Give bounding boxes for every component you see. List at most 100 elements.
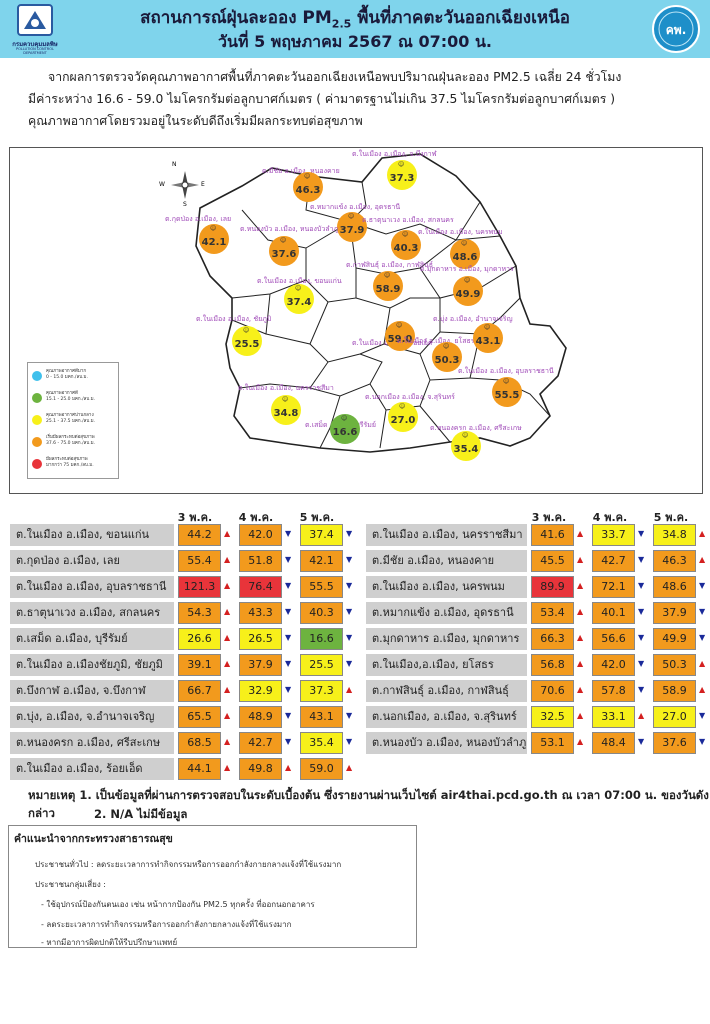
legend-range: 0 - 15.0 มคก./ลบ.ม. (46, 375, 88, 380)
arrow-down-icon: ▼ (699, 633, 706, 642)
legend-text: เริ่มมีผลกระทบต่อสุขภาพ 37.6 - 75.0 มคก./… (46, 435, 118, 447)
pm25-value-cell: 57.8 (592, 680, 635, 702)
legend-swatch (32, 371, 42, 381)
advice-item-1: - ใช้อุปกรณ์ป้องกันตนเอง เช่น หน้ากากป้อ… (41, 900, 315, 909)
region-map (195, 153, 567, 453)
station-name: ต.หมากแข้ง อ.เมือง, อุดรธานี (366, 602, 527, 624)
table-row: ต.กุดป่อง อ.เมือง, เลย 55.4 ▲ 51.8 ▼ 42.1 ▼ (10, 550, 374, 572)
arrow-down-icon: ▼ (638, 737, 645, 746)
legend-swatch (32, 459, 42, 469)
advice-title: คำแนะนำจากกระทรวงสาธารณสุข (14, 833, 173, 845)
smiley-icon: ☺ (396, 322, 403, 329)
legend-swatch (32, 393, 42, 403)
pm25-value-cell: 56.8 (531, 654, 574, 676)
table-row: ต.กาฬสินธุ์ อ.เมือง, กาฬสินธุ์ 70.6 ▲ 57.8 ▼… (366, 680, 710, 702)
pm25-value-cell: 44.2 (178, 524, 221, 546)
table-row: ต.ในเมือง อ.เมือง, นครราชสีมา 41.6 ▲ 33.7 ▼ 3… (366, 524, 710, 546)
station-value: 49.9 (455, 289, 481, 300)
station-name: ต.กุดป่อง อ.เมือง, เลย (10, 550, 174, 572)
station-name: ต.ในเมือง อ.เมือง, นครราชสีมา (366, 524, 527, 546)
smiley-icon: ☺ (484, 324, 491, 331)
station-name: ต.หนองบัว อ.เมือง, หนองบัวลำภู (366, 732, 527, 754)
station-value: 16.6 (332, 427, 358, 438)
arrow-up-icon: ▲ (577, 529, 584, 538)
station-label: ต.นอกเมือง อ.เมือง, จ.สุรินทร์ (365, 393, 455, 401)
pm25-value-cell: 35.4 (300, 732, 343, 754)
pm25-value-cell: 89.9 (531, 576, 574, 598)
title-main: สถานการณ์ฝุ่นละออง PM (140, 8, 332, 28)
arrow-down-icon: ▼ (699, 581, 706, 590)
map-legend: คุณภาพอากาศดีมาก 0 - 15.0 มคก./ลบ.ม. คุณภา… (27, 362, 119, 479)
arrow-down-icon: ▼ (285, 529, 292, 538)
arrow-down-icon: ▼ (285, 685, 292, 694)
station-value: 37.4 (286, 297, 312, 308)
title-end: พื้นที่ภาคตะวันออกเฉียงเหนือ (351, 8, 570, 28)
arrow-up-icon: ▲ (577, 581, 584, 590)
arrow-up-icon: ▲ (577, 685, 584, 694)
station-name: ต.ในเมือง อ.เมือง, นครพนม (366, 576, 527, 598)
arrow-up-icon: ▲ (699, 659, 706, 668)
page-title: สถานการณ์ฝุ่นละออง PM2.5 พื้นที่ภาคตะวัน… (70, 4, 640, 31)
station-value: 37.9 (339, 225, 365, 236)
pm25-value-cell: 37.4 (300, 524, 343, 546)
station-name: ต.ธาตุนาเวง อ.เมือง, สกลนคร (10, 602, 174, 624)
arrow-up-icon: ▲ (224, 555, 231, 564)
pm25-value-cell: 33.1 (592, 706, 635, 728)
arrow-up-icon: ▲ (577, 659, 584, 668)
pm25-value-cell: 43.1 (300, 706, 343, 728)
legend-label: เริ่มมีผลกระทบต่อสุขภาพ (46, 435, 95, 440)
station-label: ต.หนองบัว อ.เมือง, หนองบัวลำภู (240, 225, 339, 233)
station-bubble: ☺ 16.6 (330, 414, 360, 444)
pm25-value-cell: 37.9 (239, 654, 282, 676)
station-value: 58.9 (375, 284, 401, 295)
table-row: ต.หนองครก อ.เมือง, ศรีสะเกษ 68.5 ▲ 42.7 ▼ 35.… (10, 732, 374, 754)
day-header-left-3: 5 พ.ค. (299, 511, 335, 524)
legend-label: คุณภาพอากาศดีมาก (46, 369, 87, 374)
station-bubble: ☺ 55.5 (492, 377, 522, 407)
compass-n: N (172, 161, 177, 168)
smiley-icon: ☺ (304, 173, 311, 180)
note-line-1: หมายเหตุ 1. เป็นข้อมูลที่ผ่านการตรวจสอบใ… (28, 788, 709, 820)
pm25-value-cell: 54.3 (178, 602, 221, 624)
station-bubble: ☺ 42.1 (199, 224, 229, 254)
table-row: ต.หมากแข้ง อ.เมือง, อุดรธานี 53.4 ▲ 40.1 ▼ 37… (366, 602, 710, 624)
pm25-value-cell: 65.5 (178, 706, 221, 728)
station-value: 43.1 (475, 336, 501, 347)
table-row: ต.มีชัย อ.เมือง, หนองคาย 45.5 ▲ 42.7 ▼ 46.3 ▲ (366, 550, 710, 572)
station-bubble: ☺ 37.3 (387, 160, 417, 190)
station-bubble: ☺ 48.6 (450, 239, 480, 269)
legend-range: 25.1 - 37.5 มคก./ลบ.ม. (46, 419, 96, 424)
legend-range: 15.1 - 25.0 มคก./ลบ.ม. (46, 397, 96, 402)
compass-w: W (159, 181, 165, 188)
advice-risk-group: ประชาชนกลุ่มเสี่ยง : (35, 880, 106, 889)
table-row: ต.ในเมือง อ.เมือง, นครพนม 89.9 ▲ 72.1 ▼ 48.6 ▼ (366, 576, 710, 598)
pm25-value-cell: 51.8 (239, 550, 282, 572)
station-name: ต.เสม็ด อ.เมือง, บุรีรัมย์ (10, 628, 174, 650)
note-line-2: 2. N/A ไม่มีข้อมูล (94, 807, 188, 821)
smiley-icon: ☺ (295, 285, 302, 292)
pm25-value-cell: 72.1 (592, 576, 635, 598)
table-row: ต.ในเมือง อ.เมืองชัยภูมิ, ชัยภูมิ 39.1 ▲ 37… (10, 654, 374, 676)
pm25-value-cell: 49.8 (239, 758, 282, 780)
header-banner (0, 0, 710, 58)
day-header-right-1: 3 พ.ค. (531, 511, 567, 524)
station-value: 50.3 (434, 355, 460, 366)
arrow-down-icon: ▼ (699, 711, 706, 720)
legend-text: คุณภาพอากาศปานกลาง 25.1 - 37.5 มคก./ลบ.ม. (46, 413, 118, 425)
smiley-icon: ☺ (443, 343, 450, 350)
arrow-down-icon: ▼ (346, 659, 353, 668)
pm25-value-cell: 37.6 (653, 732, 696, 754)
arrow-up-icon: ▲ (224, 737, 231, 746)
pm25-value-cell: 45.5 (531, 550, 574, 572)
arrow-down-icon: ▼ (699, 607, 706, 616)
station-name: ต.กาฬสินธุ์ อ.เมือง, กาฬสินธุ์ (366, 680, 527, 702)
station-name: ต.ในเมือง อ.เมือง, อุบลราชธานี (10, 576, 174, 598)
station-name: ต.บึงกาฬ อ.เมือง, จ.บึงกาฬ (10, 680, 174, 702)
arrow-down-icon: ▼ (699, 737, 706, 746)
arrow-down-icon: ▼ (285, 555, 292, 564)
arrow-up-icon: ▲ (285, 763, 292, 772)
legend-swatch (32, 437, 42, 447)
moph-logo: คพ. (648, 3, 704, 55)
station-name: ต.ในเมือง อ.เมือง, ขอนแก่น (10, 524, 174, 546)
smiley-icon: ☺ (399, 403, 406, 410)
